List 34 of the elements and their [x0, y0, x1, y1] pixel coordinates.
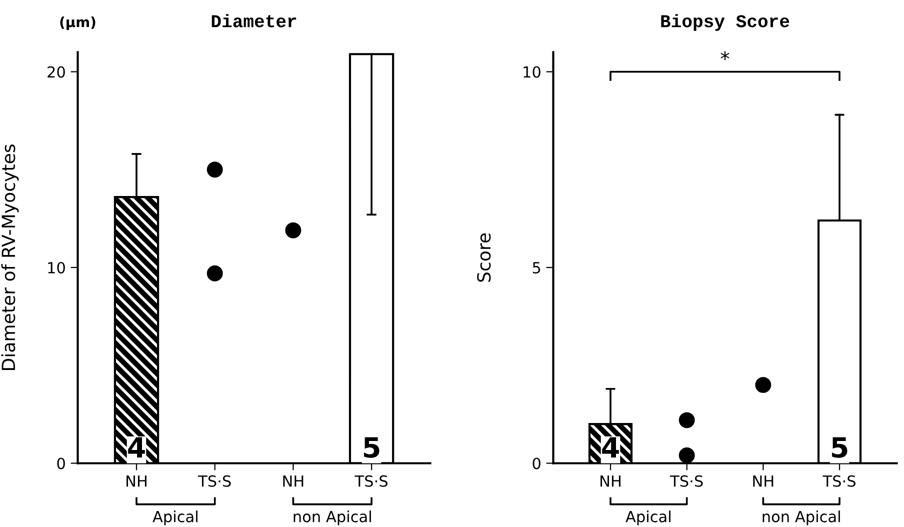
x-tick-label: NH — [753, 476, 774, 487]
y-tick-label: 0 — [57, 458, 65, 470]
chart-title: Biopsy Score — [661, 14, 790, 31]
point — [755, 376, 772, 393]
y-axis-title: Score — [477, 233, 491, 282]
y-tick-label: 10 — [524, 66, 540, 78]
x-tick-label: TS·S — [354, 475, 388, 487]
point — [678, 447, 695, 464]
text: non Apical — [762, 510, 840, 526]
x-tick-label: TS·S — [822, 475, 856, 487]
point — [206, 162, 223, 178]
point — [678, 412, 695, 428]
text: non Apical — [294, 510, 371, 526]
text: Apical — [626, 510, 670, 526]
annotation: 5 — [364, 437, 380, 458]
y-tick-label: 5 — [532, 262, 540, 274]
text: (μm) — [60, 16, 96, 30]
y-tick-label: 20 — [48, 66, 65, 78]
text: Apical — [152, 510, 198, 526]
point — [206, 265, 223, 282]
x-tick-label: NH — [600, 476, 620, 487]
x-tick-label: TS·S — [198, 475, 231, 487]
annotation: 4 — [128, 437, 145, 458]
y-tick-label: 0 — [532, 458, 540, 470]
y-tick-label: 10 — [48, 262, 65, 274]
x-tick-label: TS·S — [670, 475, 703, 487]
annotation: 5 — [832, 437, 848, 458]
x-tick-label: NH — [126, 476, 146, 487]
annotation: * — [720, 51, 730, 60]
point — [285, 222, 302, 238]
x-tick-label: NH — [283, 476, 304, 487]
chart-title: Diameter — [212, 14, 296, 28]
annotation: 4 — [602, 437, 619, 458]
y-axis-title: Diameter of RV-Myocytes — [1, 144, 19, 370]
